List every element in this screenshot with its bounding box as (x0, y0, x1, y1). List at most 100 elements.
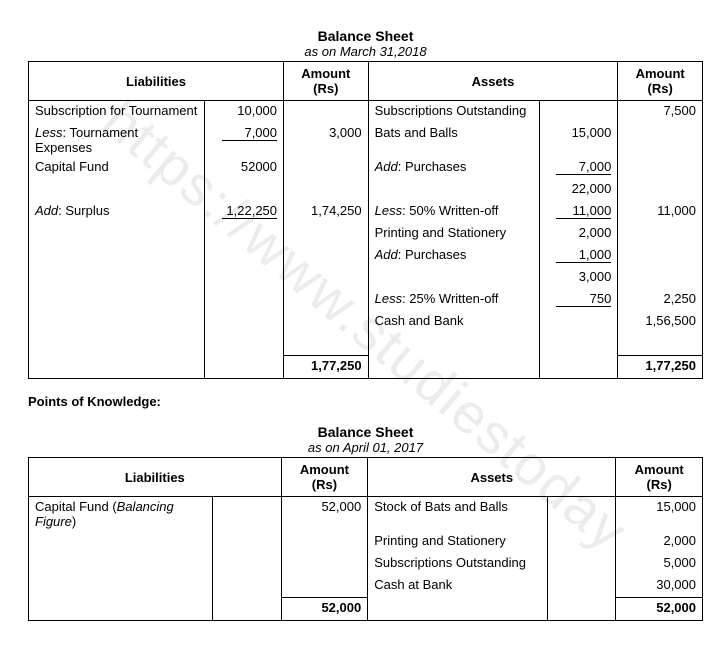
liab-sub (213, 598, 281, 621)
liab-label (29, 531, 213, 553)
liab-sub (213, 553, 281, 575)
header-assets: Assets (368, 62, 618, 101)
liab-sub: 7,000 (205, 123, 284, 157)
liab-sub (205, 356, 284, 379)
liab-amt (281, 553, 368, 575)
asset-amt (618, 179, 703, 201)
asset-amt (618, 157, 703, 179)
liab-amt: 1,74,250 (284, 201, 369, 223)
asset-label: Cash and Bank (368, 311, 539, 333)
asset-sub: 22,000 (539, 179, 618, 201)
liab-amt (281, 575, 368, 598)
liab-amt (284, 289, 369, 311)
liab-amt (284, 267, 369, 289)
asset-amt: 7,500 (618, 101, 703, 124)
asset-label: Cash at Bank (368, 575, 548, 598)
asset-label: Stock of Bats and Balls (368, 497, 548, 532)
header-assets: Assets (368, 458, 616, 497)
liab-label (29, 223, 205, 245)
liab-label (29, 311, 205, 333)
asset-amt (618, 333, 703, 356)
liab-amt (284, 333, 369, 356)
asset-sub (539, 101, 618, 124)
liab-sub (205, 267, 284, 289)
liab-label (29, 553, 213, 575)
asset-sub (539, 356, 618, 379)
asset-label: Add: Purchases (368, 157, 539, 179)
asset-amt: 30,000 (616, 575, 703, 598)
header-amount-1: Amount (Rs) (284, 62, 369, 101)
liab-amt (284, 157, 369, 179)
asset-label (368, 267, 539, 289)
liab-amt (284, 101, 369, 124)
asset-amt: 15,000 (616, 497, 703, 532)
asset-label (368, 356, 539, 379)
liab-sub (205, 333, 284, 356)
asset-sub (539, 311, 618, 333)
total-liab: 52,000 (281, 598, 368, 621)
liab-label: Add: Surplus (29, 201, 205, 223)
liab-sub: 1,22,250 (205, 201, 284, 223)
liab-label: Less: Less: Tournament ExpensesTournamen… (29, 123, 205, 157)
liab-sub: 52000 (205, 157, 284, 179)
asset-sub: 2,000 (539, 223, 618, 245)
asset-label: Less: 25% Written-off (368, 289, 539, 311)
liab-label (29, 289, 205, 311)
liab-sub (213, 575, 281, 598)
liab-label (29, 245, 205, 267)
asset-label: Bats and Balls (368, 123, 539, 157)
liab-label (29, 267, 205, 289)
asset-label (368, 333, 539, 356)
liab-amt: 3,000 (284, 123, 369, 157)
asset-sub (547, 598, 615, 621)
asset-sub (547, 531, 615, 553)
liab-amt (281, 531, 368, 553)
liab-sub (205, 289, 284, 311)
total-assets: 52,000 (616, 598, 703, 621)
liab-sub: 10,000 (205, 101, 284, 124)
asset-sub: 3,000 (539, 267, 618, 289)
header-liabilities: Liabilities (29, 458, 282, 497)
header-amount-1: Amount (Rs) (281, 458, 368, 497)
liab-amt (284, 223, 369, 245)
asset-sub: 7,000 (539, 157, 618, 179)
liab-label (29, 598, 213, 621)
asset-amt (618, 245, 703, 267)
liab-sub (205, 179, 284, 201)
balance-sheet-2: Liabilities Amount (Rs) Assets Amount (R… (28, 457, 703, 621)
asset-sub: 11,000 (539, 201, 618, 223)
asset-amt: 11,000 (618, 201, 703, 223)
asset-amt (618, 223, 703, 245)
asset-sub: 750 (539, 289, 618, 311)
liab-label (29, 356, 205, 379)
liab-label: Capital Fund (29, 157, 205, 179)
sheet2-date: as on April 01, 2017 (28, 440, 703, 455)
liab-label: Capital Fund (Balancing Figure) (29, 497, 213, 532)
sheet1-title: Balance Sheet (28, 28, 703, 44)
asset-label: Subscriptions Outstanding (368, 553, 548, 575)
total-liab: 1,77,250 (284, 356, 369, 379)
liab-sub (205, 245, 284, 267)
liab-amt (284, 245, 369, 267)
asset-label (368, 179, 539, 201)
asset-amt: 2,250 (618, 289, 703, 311)
asset-sub (547, 575, 615, 598)
asset-label: Printing and Stationery (368, 531, 548, 553)
total-assets: 1,77,250 (618, 356, 703, 379)
liab-label: Subscription for Tournament (29, 101, 205, 124)
points-of-knowledge-heading: Points of Knowledge: (28, 394, 703, 409)
liab-sub (205, 223, 284, 245)
asset-sub (539, 333, 618, 356)
header-amount-2: Amount (Rs) (618, 62, 703, 101)
header-liabilities: Liabilities (29, 62, 284, 101)
balance-sheet-1: Liabilities Amount (Rs) Assets Amount (R… (28, 61, 703, 379)
asset-sub (547, 497, 615, 532)
liab-amt (284, 179, 369, 201)
asset-amt (618, 123, 703, 157)
liab-sub (213, 531, 281, 553)
sheet1-date: as on March 31,2018 (28, 44, 703, 59)
asset-amt: 2,000 (616, 531, 703, 553)
liab-amt (284, 311, 369, 333)
asset-label: Add: Purchases (368, 245, 539, 267)
asset-label (368, 598, 548, 621)
